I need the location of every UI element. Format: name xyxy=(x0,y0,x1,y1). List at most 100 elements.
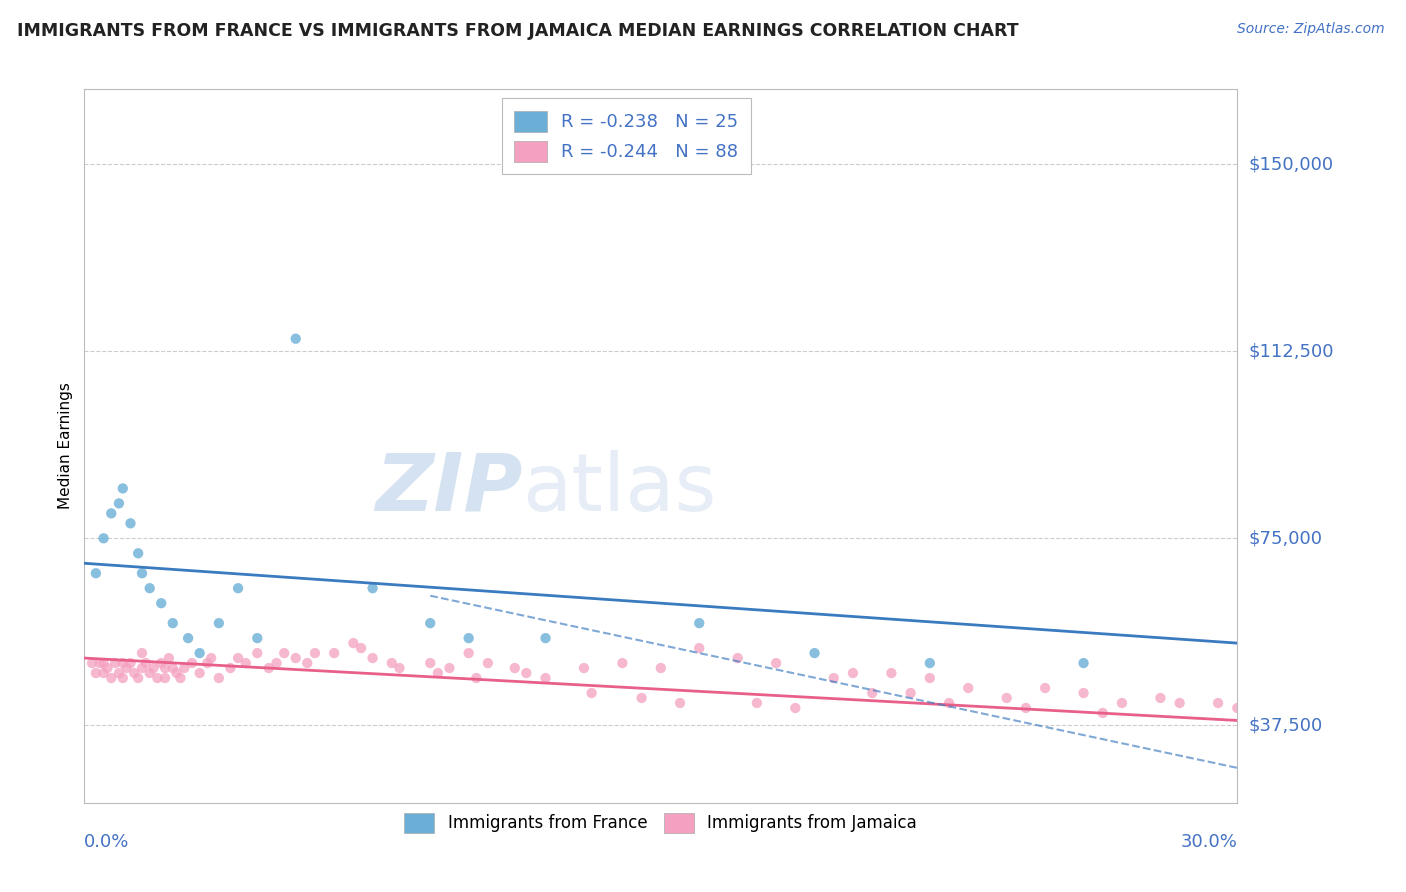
Point xyxy=(880,666,903,681)
Point xyxy=(162,661,184,675)
Point xyxy=(297,656,319,670)
Point xyxy=(208,616,231,631)
Point xyxy=(503,661,526,675)
Point xyxy=(342,636,364,650)
Point xyxy=(93,666,115,681)
Point xyxy=(650,661,672,675)
Y-axis label: Median Earnings: Median Earnings xyxy=(58,383,73,509)
Point xyxy=(938,696,960,710)
Point xyxy=(1073,686,1095,700)
Point xyxy=(745,696,768,710)
Point xyxy=(173,661,195,675)
Text: $150,000: $150,000 xyxy=(1249,155,1333,173)
Point xyxy=(115,661,138,675)
Point xyxy=(350,641,373,656)
Point xyxy=(153,661,176,675)
Point xyxy=(142,661,165,675)
Point xyxy=(127,671,149,685)
Point xyxy=(727,651,749,665)
Point xyxy=(104,656,127,670)
Point xyxy=(257,661,280,675)
Point xyxy=(146,671,169,685)
Point xyxy=(457,631,479,645)
Point xyxy=(162,616,184,631)
Point xyxy=(80,656,103,670)
Point xyxy=(572,661,595,675)
Point xyxy=(131,661,153,675)
Point xyxy=(439,661,461,675)
Point xyxy=(273,646,295,660)
Point xyxy=(612,656,634,670)
Point xyxy=(515,666,537,681)
Point xyxy=(266,656,288,670)
Point xyxy=(120,656,142,670)
Point xyxy=(995,691,1018,706)
Text: 0.0%: 0.0% xyxy=(84,833,129,851)
Point xyxy=(1226,701,1249,715)
Point xyxy=(188,666,211,681)
Point xyxy=(131,566,153,581)
Point xyxy=(581,686,603,700)
Point xyxy=(235,656,257,670)
Point xyxy=(1168,696,1191,710)
Point xyxy=(226,651,249,665)
Point xyxy=(1149,691,1171,706)
Point xyxy=(135,656,157,670)
Point xyxy=(100,507,122,521)
Point xyxy=(138,581,160,595)
Point xyxy=(534,631,557,645)
Point xyxy=(381,656,404,670)
Text: atlas: atlas xyxy=(523,450,717,528)
Point xyxy=(1111,696,1133,710)
Point xyxy=(131,646,153,660)
Point xyxy=(120,516,142,531)
Point xyxy=(188,646,211,660)
Point xyxy=(138,666,160,681)
Legend: Immigrants from France, Immigrants from Jamaica: Immigrants from France, Immigrants from … xyxy=(396,805,925,841)
Point xyxy=(918,671,941,685)
Point xyxy=(100,671,122,685)
Point xyxy=(477,656,499,670)
Point xyxy=(1073,656,1095,670)
Text: Source: ZipAtlas.com: Source: ZipAtlas.com xyxy=(1237,22,1385,37)
Point xyxy=(361,581,384,595)
Point xyxy=(108,666,131,681)
Point xyxy=(419,616,441,631)
Point xyxy=(166,666,188,681)
Point xyxy=(465,671,488,685)
Point xyxy=(1091,706,1114,720)
Point xyxy=(89,656,111,670)
Point xyxy=(181,656,204,670)
Point xyxy=(457,646,479,660)
Point xyxy=(765,656,787,670)
Point xyxy=(124,666,146,681)
Text: ZIP: ZIP xyxy=(375,450,523,528)
Point xyxy=(111,656,134,670)
Point xyxy=(426,666,449,681)
Point xyxy=(785,701,807,715)
Point xyxy=(630,691,652,706)
Point xyxy=(96,661,118,675)
Text: $75,000: $75,000 xyxy=(1249,529,1323,548)
Point xyxy=(388,661,411,675)
Point xyxy=(195,656,218,670)
Point xyxy=(823,671,845,685)
Point xyxy=(304,646,326,660)
Text: $112,500: $112,500 xyxy=(1249,343,1334,360)
Point xyxy=(208,671,231,685)
Point xyxy=(246,646,269,660)
Point xyxy=(842,666,865,681)
Point xyxy=(1033,681,1056,695)
Point xyxy=(127,546,149,560)
Point xyxy=(177,631,200,645)
Point xyxy=(169,671,191,685)
Text: IMMIGRANTS FROM FRANCE VS IMMIGRANTS FROM JAMAICA MEDIAN EARNINGS CORRELATION CH: IMMIGRANTS FROM FRANCE VS IMMIGRANTS FRO… xyxy=(17,22,1018,40)
Point xyxy=(93,656,115,670)
Point xyxy=(284,332,307,346)
Point xyxy=(918,656,941,670)
Point xyxy=(361,651,384,665)
Point xyxy=(157,651,180,665)
Point xyxy=(1206,696,1229,710)
Point xyxy=(900,686,922,700)
Text: $37,500: $37,500 xyxy=(1249,716,1323,734)
